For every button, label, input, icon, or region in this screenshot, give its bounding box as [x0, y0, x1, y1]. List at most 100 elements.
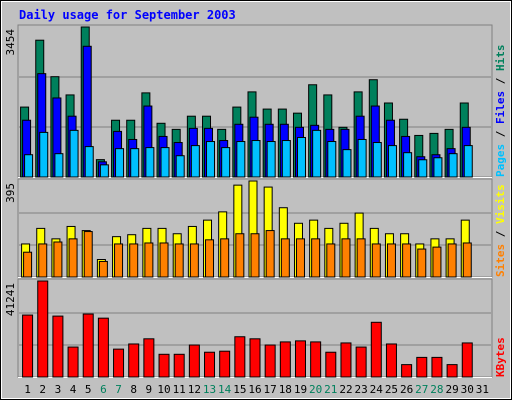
legend-separator: /: [494, 224, 507, 244]
bar: [294, 340, 306, 378]
bar: [221, 147, 231, 178]
bar: [189, 243, 199, 278]
bar: [341, 238, 351, 278]
bar: [206, 141, 216, 178]
bar: [250, 233, 260, 278]
bar: [387, 145, 397, 178]
x-tick-label: 22: [339, 383, 352, 396]
bar: [311, 238, 321, 278]
bar: [281, 140, 291, 178]
bar: [295, 238, 305, 278]
y-tick-label: 41241: [4, 283, 17, 316]
x-tick-label: 1: [24, 383, 31, 396]
bar: [23, 251, 33, 278]
bar: [98, 260, 108, 278]
bar: [371, 243, 381, 278]
x-tick-label: 9: [146, 383, 153, 396]
x-tick-label: 19: [294, 383, 307, 396]
bar: [24, 154, 34, 178]
legend: KBytes: [494, 337, 507, 377]
bar: [234, 336, 246, 378]
bar: [220, 238, 230, 278]
legend-entry: Pages: [494, 144, 507, 177]
bar: [416, 356, 428, 378]
x-tick-label: 15: [233, 383, 246, 396]
bar: [417, 248, 427, 278]
bar: [357, 138, 367, 178]
x-tick-label: 24: [370, 383, 384, 396]
bar: [432, 246, 442, 278]
x-tick-label: 6: [100, 383, 107, 396]
bar: [340, 342, 352, 378]
legend-entry: Files: [494, 91, 507, 124]
bar: [114, 243, 124, 278]
bar: [219, 350, 231, 378]
x-tick-label: 29: [445, 383, 458, 396]
bar: [461, 342, 473, 378]
x-tick-label: 3: [55, 383, 62, 396]
x-tick-label: 14: [218, 383, 232, 396]
x-tick-label: 25: [385, 383, 398, 396]
legend: Pages / Files / Hits: [494, 45, 507, 178]
bar: [144, 242, 154, 278]
bar: [433, 157, 443, 178]
bar: [370, 321, 382, 378]
bar: [264, 344, 276, 378]
x-tick-label: 2: [39, 383, 46, 396]
legend-entry: KBytes: [494, 337, 507, 377]
bar: [296, 136, 306, 178]
legend: Sites / Visits: [494, 184, 507, 277]
bar: [175, 155, 185, 178]
legend-separator: /: [494, 71, 507, 91]
bar: [173, 353, 185, 378]
bar: [52, 315, 64, 378]
bar: [145, 147, 155, 178]
bar: [204, 351, 216, 378]
x-tick-label: 31: [476, 383, 489, 396]
x-tick-label: 7: [115, 383, 122, 396]
bar: [312, 129, 322, 178]
x-tick-label: 28: [430, 383, 443, 396]
bar: [143, 338, 155, 378]
legend-separator: /: [494, 124, 507, 144]
bar: [128, 343, 140, 378]
legend-entry: Visits: [494, 184, 507, 224]
bar: [53, 241, 63, 278]
x-tick-label: 16: [248, 383, 261, 396]
x-tick-label: 8: [130, 383, 137, 396]
bar: [159, 242, 169, 278]
x-tick-label: 23: [355, 383, 368, 396]
bar: [326, 243, 336, 278]
x-tick-label: 18: [279, 383, 292, 396]
x-tick-label: 21: [324, 383, 337, 396]
bar: [386, 243, 396, 278]
x-tick-label: 4: [70, 383, 77, 396]
x-tick-label: 26: [400, 383, 413, 396]
bar: [462, 242, 472, 278]
bar: [97, 317, 109, 378]
bar: [447, 243, 457, 278]
bar: [158, 353, 170, 378]
legend-entry: Hits: [494, 45, 507, 72]
bar: [431, 356, 443, 378]
bar: [84, 146, 94, 178]
bar: [67, 346, 79, 378]
bar: [355, 346, 367, 378]
bar: [372, 142, 382, 178]
x-tick-label: 20: [309, 383, 322, 396]
bar: [37, 280, 49, 378]
bar: [39, 131, 49, 178]
bar: [69, 129, 79, 178]
bar: [403, 152, 413, 178]
bar: [280, 238, 290, 278]
bar: [266, 141, 276, 178]
legend-entry: Sites: [494, 244, 507, 277]
bar: [401, 364, 413, 378]
bar: [83, 231, 93, 278]
bar: [265, 230, 275, 278]
bar: [418, 159, 428, 178]
x-tick-label: 27: [415, 383, 428, 396]
bar: [115, 148, 125, 178]
